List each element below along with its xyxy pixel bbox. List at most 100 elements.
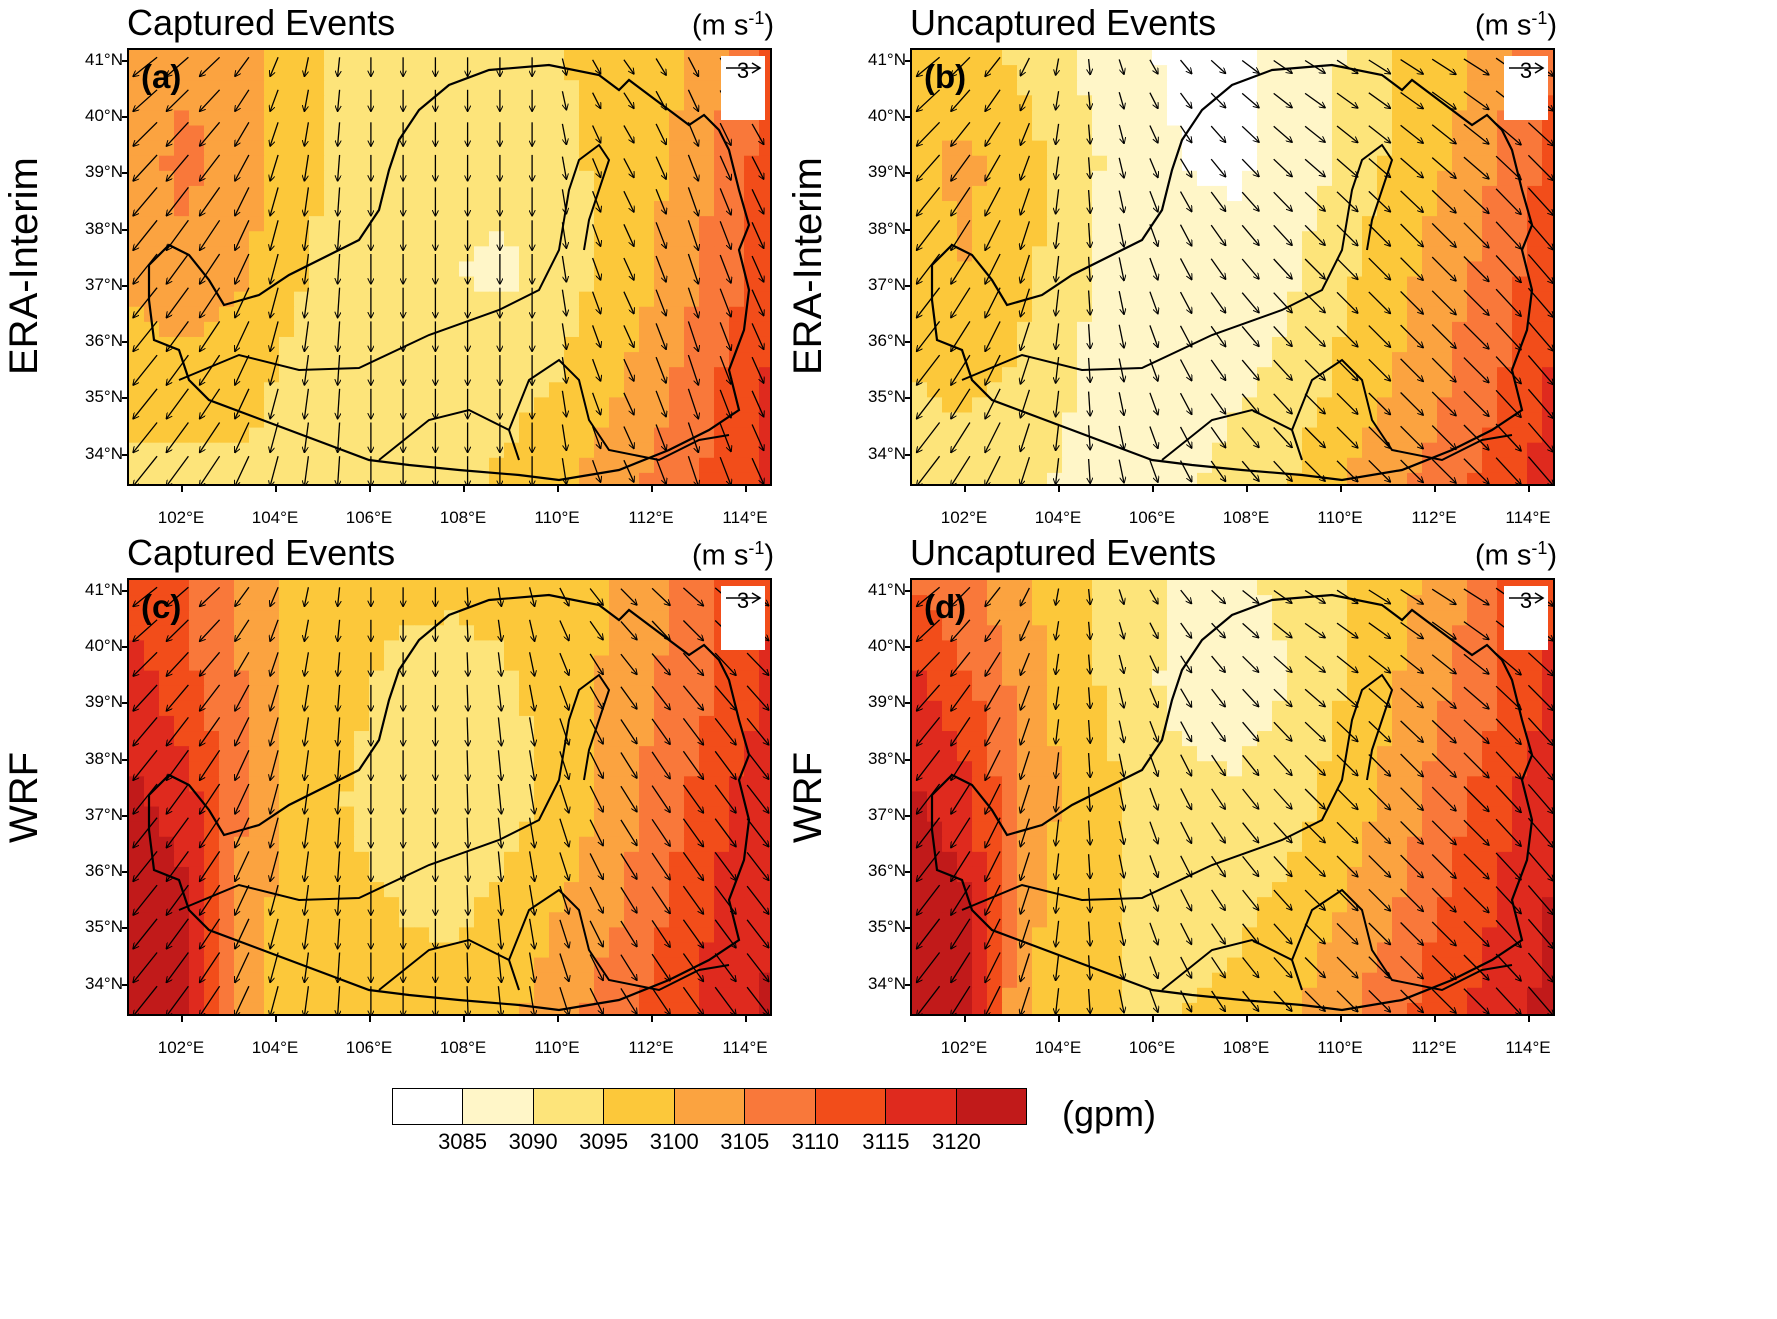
wind-vector bbox=[623, 224, 634, 246]
wind-vector bbox=[985, 586, 1001, 606]
wind-vector bbox=[1368, 325, 1391, 348]
wind-vector bbox=[589, 588, 603, 606]
wind-vector bbox=[917, 186, 941, 215]
wind-vector bbox=[1179, 224, 1192, 246]
wind-vector bbox=[951, 253, 971, 284]
wind-vector bbox=[304, 952, 310, 983]
wind-vector bbox=[620, 785, 637, 812]
wind-vector bbox=[746, 953, 769, 982]
wind-vector bbox=[200, 219, 221, 250]
lon-tick-label: 112°E bbox=[1411, 508, 1457, 527]
lat-tick-mark bbox=[122, 172, 128, 174]
wind-vector bbox=[304, 321, 310, 351]
wind-vector bbox=[1149, 754, 1158, 776]
lon-tick-label: 110°E bbox=[1317, 1038, 1363, 1057]
wind-vector bbox=[200, 121, 221, 146]
wind-vector bbox=[985, 89, 1001, 112]
lat-tick-mark bbox=[905, 984, 911, 986]
wind-vector bbox=[620, 920, 637, 947]
wind-vector bbox=[1368, 291, 1391, 314]
wind-vector bbox=[133, 354, 158, 385]
wind-vector bbox=[687, 187, 698, 215]
wind-vector bbox=[1304, 359, 1325, 380]
wind-vector bbox=[1118, 124, 1124, 143]
wind-vector bbox=[1273, 990, 1292, 1011]
row-label: WRF bbox=[2, 751, 46, 843]
wind-vector bbox=[133, 455, 158, 484]
wind-vector bbox=[1056, 91, 1059, 110]
lat-tick-label: 38°N bbox=[85, 219, 123, 238]
lat-tick-label: 38°N bbox=[868, 749, 906, 768]
wind-vector bbox=[1179, 258, 1192, 279]
wind-vector bbox=[1118, 687, 1124, 708]
wind-vector bbox=[1089, 988, 1091, 1013]
wind-vector bbox=[338, 253, 340, 284]
wind-vector bbox=[270, 717, 279, 745]
wind-vector bbox=[304, 717, 310, 745]
colorbar-unit: (gpm) bbox=[1062, 1093, 1157, 1134]
lon-tick-label: 110°E bbox=[1317, 508, 1363, 527]
wind-vector bbox=[528, 652, 535, 676]
wind-vector bbox=[270, 817, 279, 848]
wind-vector bbox=[1273, 258, 1292, 279]
wind-vector bbox=[1304, 855, 1325, 876]
wind-vector bbox=[985, 287, 1001, 318]
lat-tick-mark bbox=[122, 646, 128, 648]
lon-tick-mark bbox=[181, 1016, 183, 1022]
lat-tick-mark bbox=[905, 927, 911, 929]
wind-vector bbox=[1304, 191, 1325, 211]
colorbar-tick-label: 3110 bbox=[791, 1129, 839, 1154]
wind-vector bbox=[1020, 423, 1031, 452]
wind-vector bbox=[559, 953, 569, 982]
wind-vector bbox=[1056, 189, 1059, 214]
wind-vector bbox=[304, 154, 310, 181]
wind-vector bbox=[1211, 655, 1226, 672]
wind-vector bbox=[338, 57, 340, 76]
wind-vector bbox=[498, 817, 501, 848]
wind-vector bbox=[133, 783, 158, 814]
lon-tick-mark bbox=[275, 486, 277, 492]
wind-vector bbox=[1273, 460, 1292, 481]
wind-vector bbox=[714, 885, 736, 914]
wind-vector bbox=[528, 918, 535, 949]
wind-vector bbox=[1431, 458, 1456, 483]
wind-vector bbox=[917, 89, 941, 112]
wind-vector bbox=[1495, 953, 1521, 981]
wind-vector bbox=[1020, 90, 1030, 111]
wind-vector bbox=[559, 620, 569, 641]
wind-vector bbox=[1431, 955, 1456, 980]
wind-vector bbox=[1463, 390, 1489, 416]
wind-vector bbox=[1495, 255, 1521, 283]
wind-vector bbox=[1056, 621, 1059, 640]
wind-vector bbox=[655, 424, 666, 451]
lon-tick-label: 104°E bbox=[251, 1038, 299, 1057]
wind-vector bbox=[166, 952, 189, 983]
wind-vector bbox=[917, 121, 941, 146]
wind-vector bbox=[200, 684, 221, 711]
wind-vector bbox=[589, 987, 603, 1014]
wind-vector bbox=[1400, 124, 1424, 143]
wind-vector bbox=[719, 288, 731, 317]
wind-vector bbox=[751, 255, 764, 282]
colorbar-swatch bbox=[815, 1089, 887, 1124]
wind-vector bbox=[200, 918, 221, 949]
wind-vector bbox=[746, 919, 769, 948]
wind-vector bbox=[235, 321, 250, 351]
lon-tick-mark bbox=[1058, 1016, 1060, 1022]
wind-vector bbox=[200, 851, 221, 881]
wind-vector bbox=[528, 783, 535, 814]
wind-vector bbox=[1495, 852, 1521, 880]
colorbar-tick-label: 3095 bbox=[579, 1129, 629, 1154]
wind-vector bbox=[1336, 821, 1358, 843]
wind-vector bbox=[166, 783, 189, 814]
wind-vector bbox=[166, 321, 189, 351]
wind-vector bbox=[1463, 621, 1489, 640]
lat-tick-label: 37°N bbox=[85, 275, 123, 294]
wind-vector bbox=[655, 323, 666, 349]
wind-unit-label: (m s-1) bbox=[1475, 8, 1557, 43]
colorbar-tick-label: 3105 bbox=[720, 1129, 770, 1154]
wind-vector bbox=[561, 357, 566, 383]
wind-vector bbox=[1180, 788, 1192, 809]
wind-vector bbox=[985, 619, 1001, 642]
wind-vector bbox=[1495, 123, 1521, 145]
